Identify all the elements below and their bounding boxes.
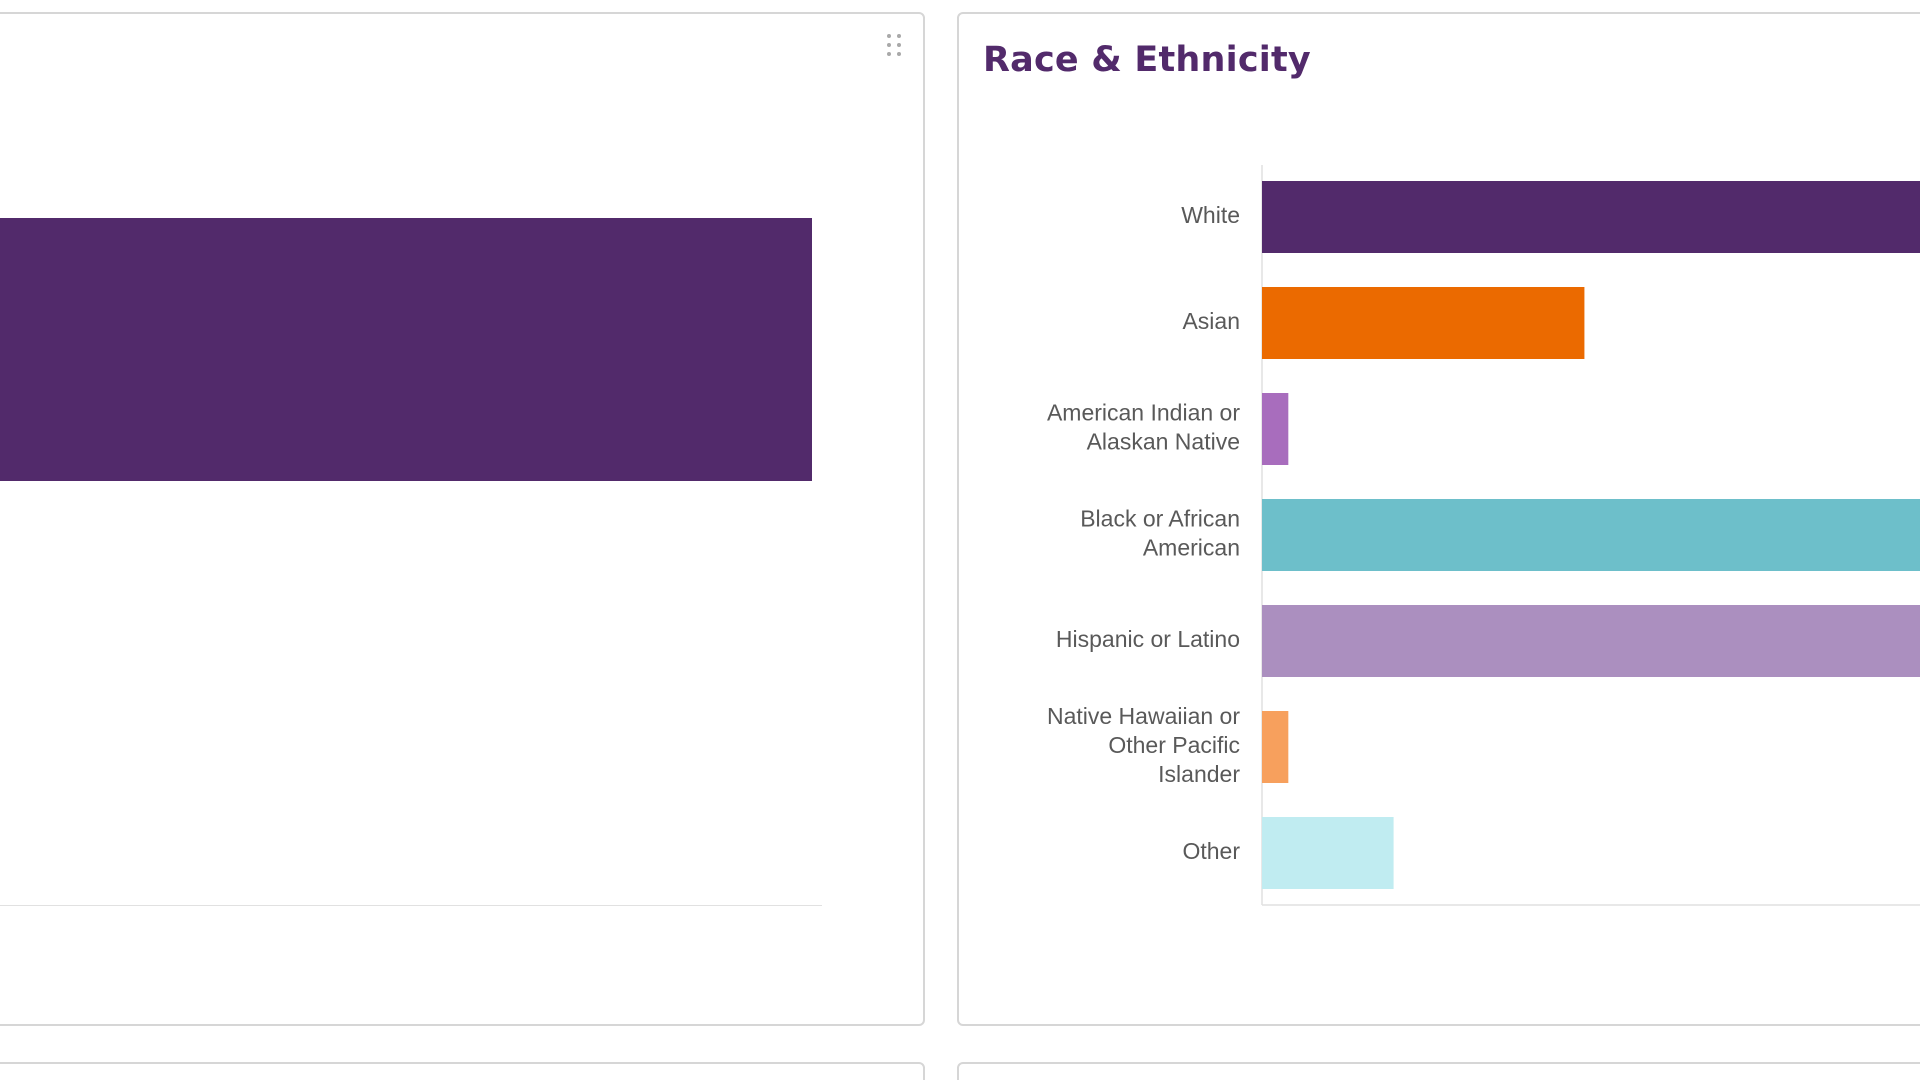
category-label: White xyxy=(1181,202,1240,228)
category-label: American Indian or Alaskan Native xyxy=(1047,400,1240,455)
left-chart-card xyxy=(0,12,925,1026)
category-label-line: Hispanic or Latino xyxy=(1056,626,1240,652)
category-label-line: American xyxy=(1143,535,1240,561)
bottom-left-card xyxy=(0,1062,925,1080)
left-chart-bar xyxy=(0,218,812,481)
card-title: Race & Ethnicity xyxy=(983,40,1311,80)
bar-white[interactable] xyxy=(1262,181,1920,253)
left-chart-baseline xyxy=(0,905,822,906)
category-label-line: Asian xyxy=(1182,308,1240,334)
bar-hispanic-or-latino[interactable] xyxy=(1262,605,1920,677)
category-label: Black or African American xyxy=(1080,506,1240,561)
category-label-line: Other Pacific xyxy=(1108,732,1240,758)
category-label-line: Islander xyxy=(1158,761,1240,787)
category-label: Native Hawaiian or Other Pacific Islander xyxy=(1047,703,1240,787)
category-label: Hispanic or Latino xyxy=(1056,626,1240,652)
bar-other[interactable] xyxy=(1262,817,1394,889)
bar-asian[interactable] xyxy=(1262,287,1585,359)
category-label-line: Native Hawaiian or xyxy=(1047,703,1240,729)
category-label-line: Alaskan Native xyxy=(1087,429,1240,455)
category-label: Other xyxy=(1182,838,1240,864)
bottom-right-card xyxy=(957,1062,1920,1080)
category-label-line: Black or African xyxy=(1080,506,1240,532)
category-label: Asian xyxy=(1182,308,1240,334)
bar-american-indian-or-alaskan-native[interactable] xyxy=(1262,393,1289,465)
category-label-line: American Indian or xyxy=(1047,400,1240,426)
category-label-line: White xyxy=(1181,202,1240,228)
bar-native-hawaiian-or-other-pacific-islander[interactable] xyxy=(1262,711,1289,783)
drag-handle-icon[interactable] xyxy=(885,34,905,62)
bar-black-or-african-american[interactable] xyxy=(1262,499,1920,571)
category-label-line: Other xyxy=(1182,838,1240,864)
